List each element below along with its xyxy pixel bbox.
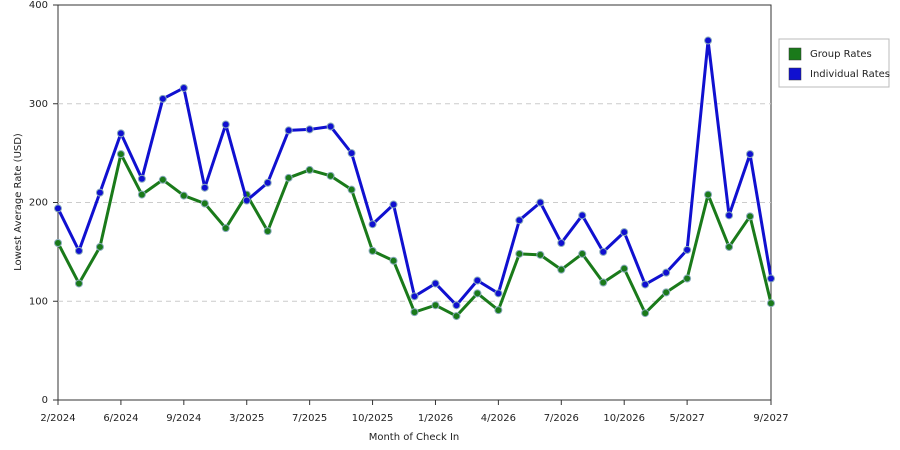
data-point <box>662 268 671 277</box>
data-point <box>557 238 566 247</box>
data-point <box>536 250 545 259</box>
data-point <box>452 312 461 321</box>
data-point <box>116 150 125 159</box>
y-tick-label: 200 <box>29 198 48 209</box>
data-point <box>410 308 419 317</box>
x-tick-label: 10/2025 <box>352 413 394 424</box>
legend-swatch <box>788 67 802 81</box>
series-line <box>56 39 773 307</box>
data-point <box>95 188 104 197</box>
data-point <box>410 292 419 301</box>
x-tick-label: 7/2025 <box>292 413 327 424</box>
data-point <box>620 264 629 273</box>
data-point <box>452 301 461 310</box>
y-axis-label: Lowest Average Rate (USD) <box>13 133 24 271</box>
data-point <box>662 288 671 297</box>
data-point <box>746 212 755 221</box>
x-tick-label: 5/2027 <box>670 413 705 424</box>
data-point <box>473 276 482 285</box>
x-axis-label: Month of Check In <box>369 432 460 443</box>
data-point <box>284 126 293 135</box>
data-point <box>599 278 608 287</box>
data-point <box>557 265 566 274</box>
data-point <box>54 204 62 213</box>
data-point <box>704 190 713 199</box>
data-point <box>431 301 440 310</box>
data-point <box>494 289 503 298</box>
data-point <box>704 36 713 45</box>
legend-label: Individual Rates <box>810 69 890 80</box>
data-point <box>200 183 209 192</box>
data-point <box>683 245 692 254</box>
data-point <box>137 174 146 183</box>
data-point <box>641 280 650 289</box>
x-tick-label: 9/2024 <box>166 413 201 424</box>
data-point <box>347 185 356 194</box>
data-point <box>158 175 167 184</box>
data-point <box>767 274 775 283</box>
data-point <box>179 83 188 92</box>
data-point <box>305 125 314 134</box>
data-point <box>158 94 167 103</box>
data-point <box>431 279 440 288</box>
data-point <box>494 306 503 315</box>
x-tick-label: 7/2026 <box>544 413 579 424</box>
data-point <box>305 165 314 174</box>
data-point <box>725 211 734 220</box>
x-tick-label: 3/2025 <box>229 413 264 424</box>
data-point <box>641 309 650 318</box>
data-point <box>116 129 125 138</box>
data-point <box>242 196 251 205</box>
data-point <box>599 247 608 256</box>
x-tick-label: 1/2026 <box>418 413 453 424</box>
x-tick-label: 2/2024 <box>40 413 75 424</box>
data-point <box>263 227 272 236</box>
data-point <box>767 299 775 308</box>
data-point <box>515 249 524 258</box>
data-point <box>389 256 398 265</box>
data-point <box>74 279 83 288</box>
y-tick-label: 300 <box>29 99 48 110</box>
data-point <box>54 238 62 247</box>
data-point <box>368 220 377 229</box>
legend-swatch <box>788 47 802 61</box>
data-point <box>137 190 146 199</box>
data-point <box>284 173 293 182</box>
data-point <box>326 171 335 180</box>
x-tick-label: 9/2027 <box>753 413 788 424</box>
data-point <box>578 249 587 258</box>
data-point <box>326 122 335 131</box>
data-point <box>683 274 692 283</box>
data-point <box>515 216 524 225</box>
x-tick-label: 6/2024 <box>103 413 138 424</box>
y-tick-label: 400 <box>29 0 48 11</box>
y-tick-label: 100 <box>29 296 48 307</box>
data-point <box>473 289 482 298</box>
y-tick-label: 0 <box>42 395 48 406</box>
data-point <box>200 199 209 208</box>
legend-label: Group Rates <box>810 49 872 60</box>
data-point <box>221 120 230 129</box>
x-tick-label: 4/2026 <box>481 413 516 424</box>
data-point <box>179 191 188 200</box>
data-point <box>578 211 587 220</box>
data-point <box>221 224 230 233</box>
data-point <box>536 198 545 207</box>
data-point <box>74 246 83 255</box>
data-point <box>746 150 755 159</box>
data-point <box>389 200 398 209</box>
data-point <box>725 242 734 251</box>
data-point <box>95 242 104 251</box>
x-tick-label: 10/2026 <box>603 413 645 424</box>
data-point <box>263 178 272 187</box>
data-point <box>620 228 629 237</box>
data-point <box>368 246 377 255</box>
data-point <box>347 149 356 158</box>
